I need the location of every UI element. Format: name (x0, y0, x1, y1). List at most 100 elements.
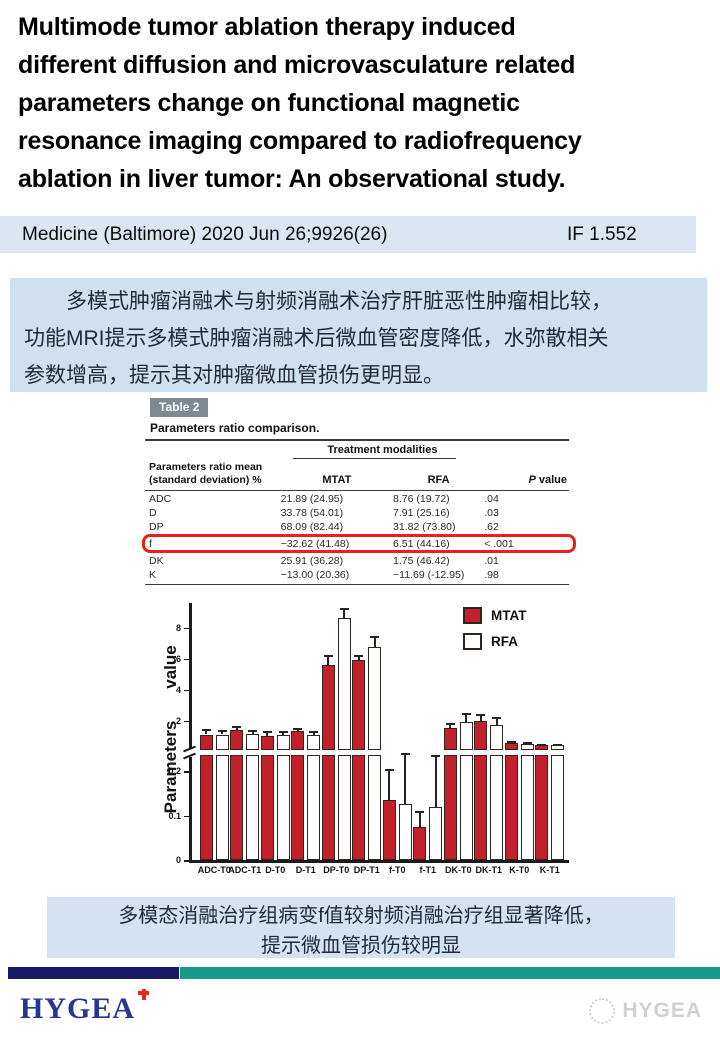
error-bar-MTAT-DK-T1 (476, 713, 486, 721)
cell: .01 (484, 555, 499, 567)
watermark-text: HYGEA (622, 999, 702, 1022)
x-tick-label-ADC-T0: ADC-T0 (197, 865, 231, 875)
col-header-rfa: RFA (427, 474, 450, 486)
bar-MTAT-f-T1 (413, 826, 427, 860)
y-axis-label-parameters: Parameters (161, 720, 180, 814)
cell: 31.82 (73.80) (393, 521, 456, 533)
x-axis (189, 860, 569, 863)
y-tick (184, 689, 189, 692)
citation-bar: Medicine (Baltimore) 2020 Jun 26;9926(26… (0, 216, 696, 253)
error-bar-MTAT-D-T0 (262, 731, 272, 737)
bar-MTAT-D-T0-lower (260, 755, 274, 860)
bar-MTAT-f-T0 (382, 799, 396, 860)
y-tick (184, 627, 189, 630)
cell: DP (149, 521, 164, 533)
bar-MTAT-DP-T1-lower (352, 755, 366, 860)
table-row-f: f −32.62 (41.48) 6.51 (44.16) < .001 (142, 534, 576, 553)
bar-RFA-D-T1 (307, 734, 321, 750)
x-tick-label-DK-T0: DK-T0 (445, 865, 472, 875)
group-header-underline (292, 458, 456, 459)
bar-RFA-DK-T0 (459, 722, 473, 750)
y-tick-label: 2 (175, 715, 181, 726)
y-tick-label: 0.2 (168, 766, 181, 776)
y-tick-label: 6 (175, 653, 181, 664)
error-bar-RFA-DK-T1 (492, 716, 502, 726)
table-row-D: D 33.78 (54.01) 7.91 (25.16) .03 (145, 506, 569, 520)
bar-RFA-f-T1 (429, 806, 443, 860)
cell: 1.75 (46.42) (393, 555, 450, 567)
cell: < .001 (484, 538, 514, 550)
bar-MTAT-DP-T1 (352, 660, 366, 750)
bar-RFA-D-T1-lower (307, 755, 321, 860)
error-bar-RFA-D-T0 (278, 730, 288, 736)
bar-MTAT-DK-T0 (443, 728, 457, 750)
bar-RFA-K-T0 (520, 743, 534, 750)
bar-RFA-K-T0-lower (520, 755, 534, 860)
y-tick (184, 771, 189, 773)
bar-RFA-ADC-T0 (215, 734, 229, 750)
error-bar-MTAT-K-T0 (506, 741, 516, 744)
cell: 33.78 (54.01) (280, 507, 344, 519)
table-badge: Table 2 (150, 398, 209, 417)
error-bar-MTAT-ADC-T0 (201, 729, 211, 735)
bar-MTAT-DK-T1 (474, 720, 488, 750)
cell: 6.51 (44.16) (393, 538, 450, 550)
group-header-underline-row (145, 456, 569, 459)
error-bar-MTAT-DP-T0 (323, 655, 333, 665)
cell: .98 (484, 569, 499, 581)
error-bar-MTAT-D-T1 (293, 727, 303, 732)
cell: 8.76 (19.72) (393, 493, 450, 505)
y-tick-label: 0.1 (168, 810, 181, 821)
x-tick-label-DP-T0: DP-T0 (323, 865, 350, 875)
col-header-parameters: Parameters ratio mean (standard deviatio… (149, 461, 263, 486)
footer-bar-navy (8, 967, 179, 979)
cell: 68.09 (82.44) (280, 521, 344, 533)
cell: −32.62 (41.48) (280, 538, 350, 550)
x-tick-label-ADC-T1: ADC-T1 (228, 865, 262, 875)
legend-label-MTAT: MTAT (491, 608, 527, 623)
error-bar-MTAT-f-T0 (384, 768, 394, 800)
table-body: ADC 21.89 (24.95) 8.76 (19.72) .04 D 33.78 (5… (142, 492, 576, 582)
table-bottom-rule (145, 584, 569, 585)
bar-RFA-DP-T1-lower (368, 755, 382, 860)
cell: D (149, 507, 157, 519)
bar-MTAT-DK-T1-lower (474, 755, 488, 860)
chinese-conclusion-box: 多模态消融治疗组病变f值较射频消融治疗组显著降低， 提示微血管损伤较明显 (47, 897, 675, 958)
cell: f (149, 538, 152, 550)
hygea-logo-text: HYGEA (20, 992, 136, 1025)
cell: 21.89 (24.95) (280, 493, 344, 505)
y-tick (184, 720, 189, 723)
paper-title: Multimode tumor ablation therapy induced… (18, 13, 582, 193)
bar-RFA-DK-T1 (490, 725, 504, 750)
bar-RFA-K-T1-lower (551, 755, 565, 860)
y-axis-lower (189, 757, 192, 862)
x-tick-label-D-T1: D-T1 (295, 865, 316, 875)
hygea-watermark: HYGEA (589, 998, 702, 1024)
cell: .62 (484, 521, 499, 533)
bar-MTAT-ADC-T1-lower (230, 755, 244, 860)
y-tick-label: 8 (175, 622, 181, 633)
error-bar-MTAT-DK-T0 (445, 722, 455, 729)
chinese-summary-box: 多模式肿瘤消融术与射频消融术治疗肝脏恶性肿瘤相比较， 功能MRI提示多模式肿瘤消… (10, 278, 707, 392)
group-header: Treatment modalities (327, 444, 438, 456)
bar-RFA-DP-T0-lower (337, 755, 351, 860)
bar-RFA-f-T0 (398, 804, 412, 860)
bar-RFA-DP-T0 (337, 618, 351, 750)
error-bar-RFA-ADC-T0 (217, 729, 227, 735)
bar-MTAT-D-T1 (291, 731, 305, 750)
x-tick-label-DP-T1: DP-T1 (353, 865, 380, 875)
y-tick (184, 658, 189, 661)
table-row-K: K −13.00 (20.36) −11.69 (-12.95) .98 (145, 568, 569, 582)
y-tick (184, 815, 189, 817)
bar-RFA-DP-T1 (368, 646, 382, 750)
red-cross-icon (138, 989, 150, 1000)
table-row-DK: DK 25.91 (36.28) 1.75 (46.42) .01 (145, 554, 569, 568)
bar-MTAT-D-T1-lower (291, 755, 305, 860)
error-bar-MTAT-DP-T1 (354, 655, 364, 661)
y-tick-label: 4 (175, 684, 181, 695)
footer-bar-teal (180, 967, 720, 979)
x-tick-label-D-T0: D-T0 (265, 865, 286, 875)
cell: .03 (484, 507, 499, 519)
p-italic: P (528, 474, 536, 486)
bar-chart: 2 4 6 8 0 0.1 0.2 ADC-T0 ADC-T1 D-T0 D-T1 DP-T0 DP-T… (145, 601, 569, 893)
